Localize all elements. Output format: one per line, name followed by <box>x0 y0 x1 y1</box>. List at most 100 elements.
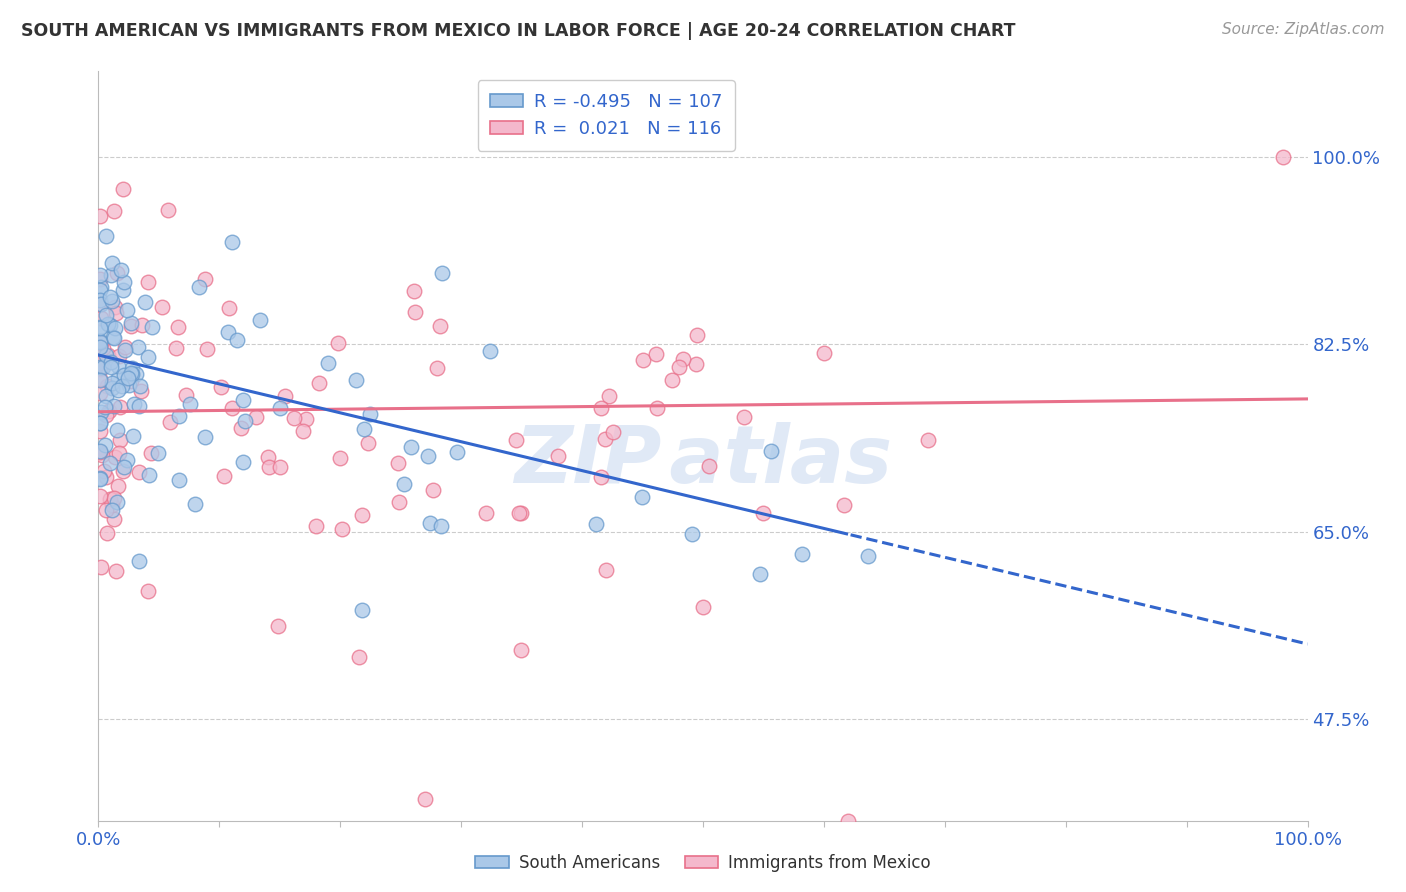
Point <box>89 417 111 431</box>
Point <box>399 440 422 454</box>
Point <box>89 361 111 376</box>
Point <box>97 348 120 362</box>
Point <box>394 477 416 491</box>
Point <box>316 356 339 370</box>
Legend: R = -0.495   N = 107, R =  0.021   N = 116: R = -0.495 N = 107, R = 0.021 N = 116 <box>478 80 735 151</box>
Point <box>90 405 112 419</box>
Point <box>112 276 135 290</box>
Point <box>89 293 111 307</box>
Point <box>510 506 533 520</box>
Point <box>114 340 136 354</box>
Point <box>89 268 111 282</box>
Point <box>138 583 160 598</box>
Point <box>329 450 352 465</box>
Point <box>218 301 240 316</box>
Point <box>103 491 125 506</box>
Point <box>179 397 201 411</box>
Point <box>292 424 315 438</box>
Point <box>209 380 232 394</box>
Point <box>89 373 111 387</box>
Point <box>104 320 127 334</box>
Point <box>813 345 835 359</box>
Text: ZIP atlas: ZIP atlas <box>515 422 891 500</box>
Point <box>90 559 112 574</box>
Point <box>98 492 121 507</box>
Point <box>633 353 655 368</box>
Point <box>430 267 453 281</box>
Point <box>97 404 120 418</box>
Point <box>107 479 129 493</box>
Point <box>353 422 375 436</box>
Point <box>259 459 281 474</box>
Point <box>89 335 111 350</box>
Point <box>212 469 235 483</box>
Point <box>595 563 617 577</box>
Point <box>108 400 131 414</box>
Point <box>413 792 436 806</box>
Point <box>100 456 122 470</box>
Point <box>217 325 239 339</box>
Point <box>122 429 145 443</box>
Point <box>245 410 267 425</box>
Point <box>94 502 117 516</box>
Point <box>193 272 215 286</box>
Point <box>110 263 132 277</box>
Point <box>105 494 128 508</box>
Point <box>832 498 855 512</box>
Point <box>98 318 121 332</box>
Point <box>699 458 721 473</box>
Point <box>446 444 468 458</box>
Point <box>232 392 254 407</box>
Point <box>120 374 142 388</box>
Point <box>96 388 118 402</box>
Point <box>89 209 111 223</box>
Point <box>148 445 170 459</box>
Point <box>267 619 290 633</box>
Point <box>357 436 380 450</box>
Point <box>111 283 134 297</box>
Point <box>100 268 122 282</box>
Point <box>429 318 451 333</box>
Point <box>91 359 114 374</box>
Point <box>90 296 112 310</box>
Point <box>150 300 173 314</box>
Point <box>115 452 138 467</box>
Point <box>90 310 112 325</box>
Point <box>256 450 278 464</box>
Point <box>89 320 111 334</box>
Point <box>233 414 256 428</box>
Point <box>89 386 111 401</box>
Point <box>156 203 179 218</box>
Point <box>107 383 129 397</box>
Point <box>416 450 439 464</box>
Point <box>139 446 162 460</box>
Point <box>232 455 254 469</box>
Point <box>120 366 142 380</box>
Point <box>94 228 117 243</box>
Text: SOUTH AMERICAN VS IMMIGRANTS FROM MEXICO IN LABOR FORCE | AGE 20-24 CORRELATION : SOUTH AMERICAN VS IMMIGRANTS FROM MEXICO… <box>21 22 1015 40</box>
Point <box>111 379 134 393</box>
Point <box>165 341 187 355</box>
Point <box>100 355 122 369</box>
Point <box>89 424 111 438</box>
Point <box>129 384 152 399</box>
Legend: South Americans, Immigrants from Mexico: South Americans, Immigrants from Mexico <box>467 846 939 880</box>
Point <box>129 379 152 393</box>
Point <box>478 343 501 358</box>
Point <box>105 423 128 437</box>
Point <box>89 471 111 485</box>
Point <box>685 357 707 371</box>
Point <box>167 320 190 334</box>
Point <box>107 371 129 385</box>
Point <box>645 401 668 415</box>
Point <box>94 309 117 323</box>
Point <box>89 356 111 370</box>
Point <box>104 450 127 465</box>
Point <box>602 425 624 440</box>
Point <box>128 554 150 568</box>
Point <box>96 379 118 393</box>
Point <box>585 517 607 532</box>
Point <box>221 401 243 415</box>
Point <box>128 465 150 479</box>
Point <box>917 434 939 448</box>
